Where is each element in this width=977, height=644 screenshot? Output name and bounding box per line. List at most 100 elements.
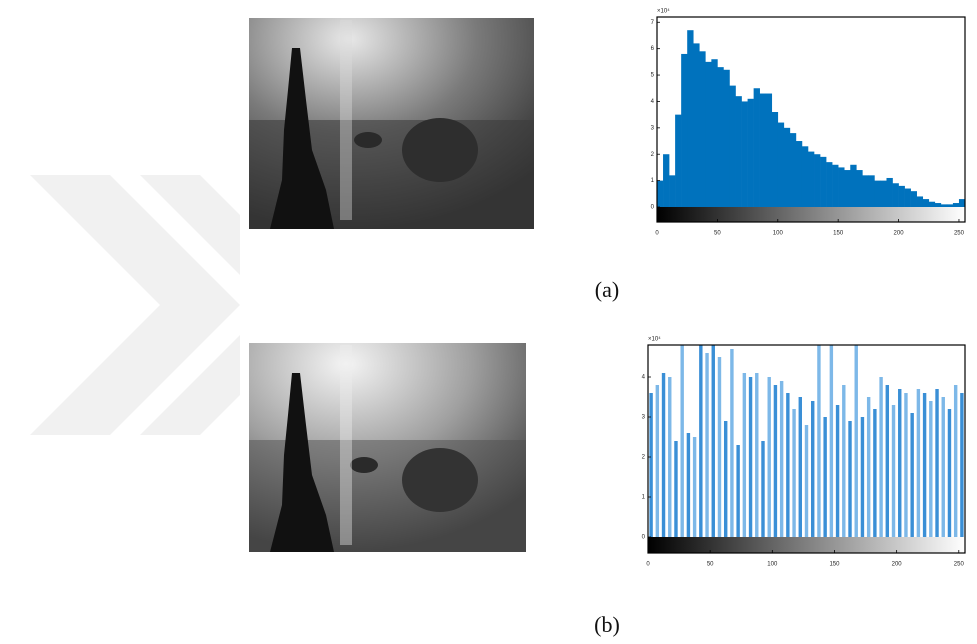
x-tick-label: 100 [773, 231, 784, 237]
bar [730, 349, 733, 537]
histogram-bar [736, 96, 742, 207]
bar [910, 413, 913, 537]
y-tick-label: 0 [651, 205, 655, 211]
histogram-bar [838, 167, 844, 207]
histogram-bar [911, 191, 917, 207]
y-tick-label: 7 [651, 20, 655, 26]
bar [656, 385, 659, 537]
bar [892, 405, 895, 537]
figure: 01234567050100150200250×10⁴(a)0123405010… [0, 0, 977, 644]
bar [674, 441, 677, 537]
watermark [30, 175, 240, 435]
bar [917, 389, 920, 537]
bar [855, 345, 858, 537]
histogram-bar [772, 112, 778, 207]
bar [761, 441, 764, 537]
bar [817, 345, 820, 537]
histogram-bar [699, 51, 705, 207]
bar [805, 425, 808, 537]
bar [842, 385, 845, 537]
histogram-bar [693, 43, 699, 207]
bar [861, 417, 864, 537]
bar [649, 393, 652, 537]
y-tick-label: 5 [651, 73, 655, 79]
histogram-bar [675, 115, 681, 207]
histogram-bar [917, 196, 923, 207]
histogram-bar [729, 86, 735, 207]
bar [780, 381, 783, 537]
caption: (a) [595, 277, 619, 302]
bar [668, 377, 671, 537]
histogram-bar [874, 181, 880, 207]
x-tick-label: 50 [707, 562, 714, 568]
histogram-bar [929, 202, 935, 207]
histogram-bar [778, 123, 784, 207]
image-original [249, 18, 534, 229]
histogram-bar [808, 152, 814, 207]
bar [792, 409, 795, 537]
bar [960, 393, 963, 537]
bar [904, 393, 907, 537]
bar [718, 357, 721, 537]
y-tick-label: 2 [642, 455, 646, 461]
histogram-bar [766, 94, 772, 207]
bar [929, 401, 932, 537]
histogram-bar [657, 181, 663, 207]
histogram-bar [723, 70, 729, 207]
bar [662, 373, 665, 537]
y-tick-label: 1 [642, 495, 646, 501]
histogram-bar [880, 181, 886, 207]
bar [699, 345, 702, 537]
histogram-bar [941, 204, 947, 207]
x-tick-label: 150 [833, 231, 844, 237]
bar [848, 421, 851, 537]
bar [935, 389, 938, 537]
bar [786, 393, 789, 537]
bar [743, 373, 746, 537]
histogram-bar [748, 99, 754, 207]
bar [687, 433, 690, 537]
y-scale-label: ×10⁴ [657, 8, 670, 15]
bar [879, 377, 882, 537]
y-tick-label: 1 [651, 178, 655, 184]
x-tick-label: 250 [954, 231, 965, 237]
histogram-bar [959, 199, 965, 207]
x-tick-label: 0 [646, 562, 650, 568]
colorbar [657, 207, 965, 222]
histogram-bar [947, 204, 953, 207]
histogram-bar [856, 170, 862, 207]
histogram-bar [711, 59, 717, 207]
x-tick-label: 50 [714, 231, 721, 237]
x-tick-label: 200 [894, 231, 905, 237]
histogram-bar [935, 203, 941, 207]
histogram-bar [687, 30, 693, 207]
bar [830, 345, 833, 537]
histogram-bar [953, 203, 959, 207]
bar [836, 405, 839, 537]
histogram-bar [826, 162, 832, 207]
bar [724, 421, 727, 537]
bar [867, 397, 870, 537]
bar [767, 377, 770, 537]
bar [942, 397, 945, 537]
bar [873, 409, 876, 537]
bar [886, 385, 889, 537]
y-tick-label: 4 [651, 99, 655, 105]
histogram-bar [705, 62, 711, 207]
x-tick-label: 200 [892, 562, 903, 568]
bar [705, 353, 708, 537]
histogram-bar [669, 175, 675, 207]
histogram-bar [850, 165, 856, 207]
histogram-bar [754, 88, 760, 207]
histogram-bar [862, 175, 868, 207]
histogram-bar [790, 133, 796, 207]
bar [749, 377, 752, 537]
histogram-bar [784, 128, 790, 207]
y-tick-label: 3 [642, 415, 646, 421]
histogram-bar [868, 175, 874, 207]
histogram-bar [802, 146, 808, 207]
y-tick-label: 6 [651, 46, 655, 52]
bar [680, 345, 683, 537]
bar [693, 437, 696, 537]
bar [923, 393, 926, 537]
